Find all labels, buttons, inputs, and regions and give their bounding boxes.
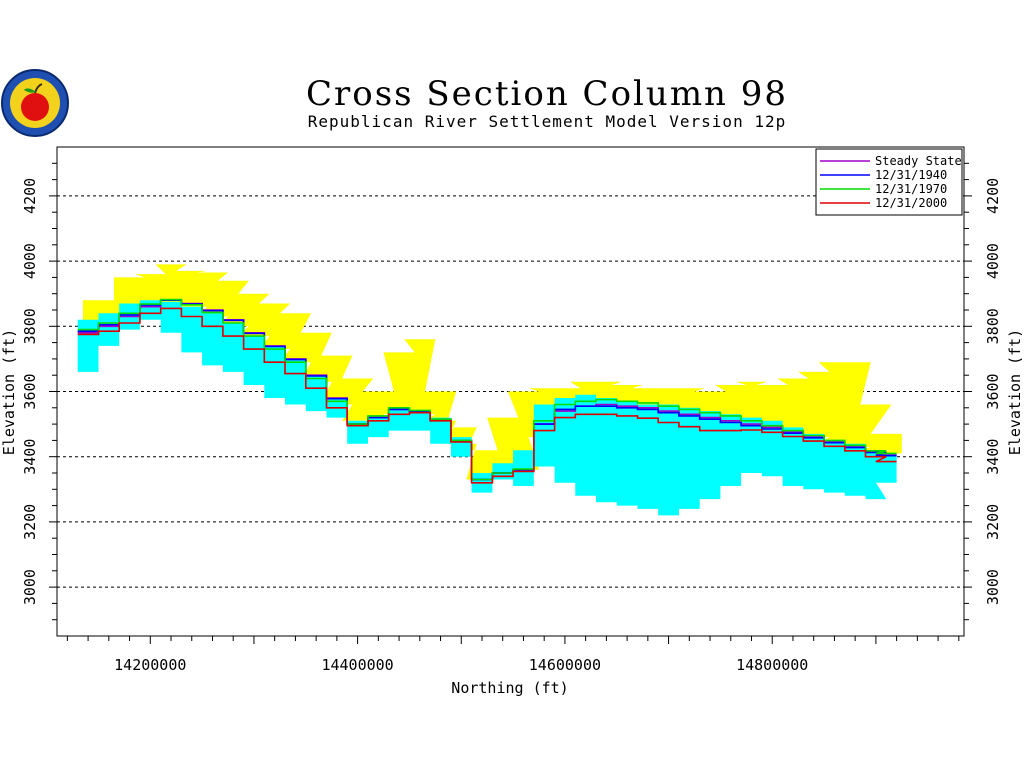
layer-band-upper_layer <box>82 264 902 480</box>
y-tick-label-right: 4000 <box>984 243 1002 279</box>
chart-subtitle: Republican River Settlement Model Versio… <box>308 112 786 131</box>
chart-title: Cross Section Column 98 <box>306 74 788 114</box>
legend-label-2000: 12/31/2000 <box>875 196 947 210</box>
y-axis-label-right: Elevation (ft) <box>1006 329 1024 455</box>
x-axis-label: Northing (ft) <box>451 679 568 697</box>
layer-band-lower_layer <box>77 300 897 516</box>
y-tick-label-right: 3400 <box>984 439 1002 475</box>
legend: Steady State 12/31/1940 12/31/1970 12/31… <box>815 148 963 216</box>
y-tick-label-left: 4000 <box>21 243 39 279</box>
legend-box <box>815 148 963 216</box>
x-tick-label: 14400000 <box>321 656 393 674</box>
series-line-3 <box>77 307 897 484</box>
tick-labels: 14200000 14400000 14600000 14800000 3000 3000… <box>21 178 1002 674</box>
y-tick-label-right: 3800 <box>984 308 1002 344</box>
y-axis-label-left: Elevation (ft) <box>0 329 18 455</box>
y-tick-label-left: 3200 <box>21 504 39 540</box>
apple-seal-logo <box>1 69 69 137</box>
legend-label-1970: 12/31/1970 <box>875 182 947 196</box>
legend-label-steady-state: Steady State <box>875 154 962 168</box>
y-tick-label-left: 3400 <box>21 439 39 475</box>
axis-ticks <box>49 162 972 644</box>
y-tick-label-right: 3200 <box>984 504 1002 540</box>
legend-label-1940: 12/31/1940 <box>875 168 947 182</box>
x-tick-label: 14600000 <box>529 656 601 674</box>
y-tick-label-left: 3000 <box>21 569 39 605</box>
y-tick-label-left: 3600 <box>21 373 39 409</box>
y-tick-label-right: 3600 <box>984 373 1002 409</box>
x-tick-label: 14800000 <box>736 656 808 674</box>
y-tick-label-right: 4200 <box>984 178 1002 214</box>
x-tick-label: 14200000 <box>114 656 186 674</box>
y-tick-label-right: 3000 <box>984 569 1002 605</box>
y-tick-label-left: 4200 <box>21 178 39 214</box>
y-tick-label-left: 3800 <box>21 308 39 344</box>
layer-fills <box>77 264 902 516</box>
head-series-lines <box>77 298 897 484</box>
